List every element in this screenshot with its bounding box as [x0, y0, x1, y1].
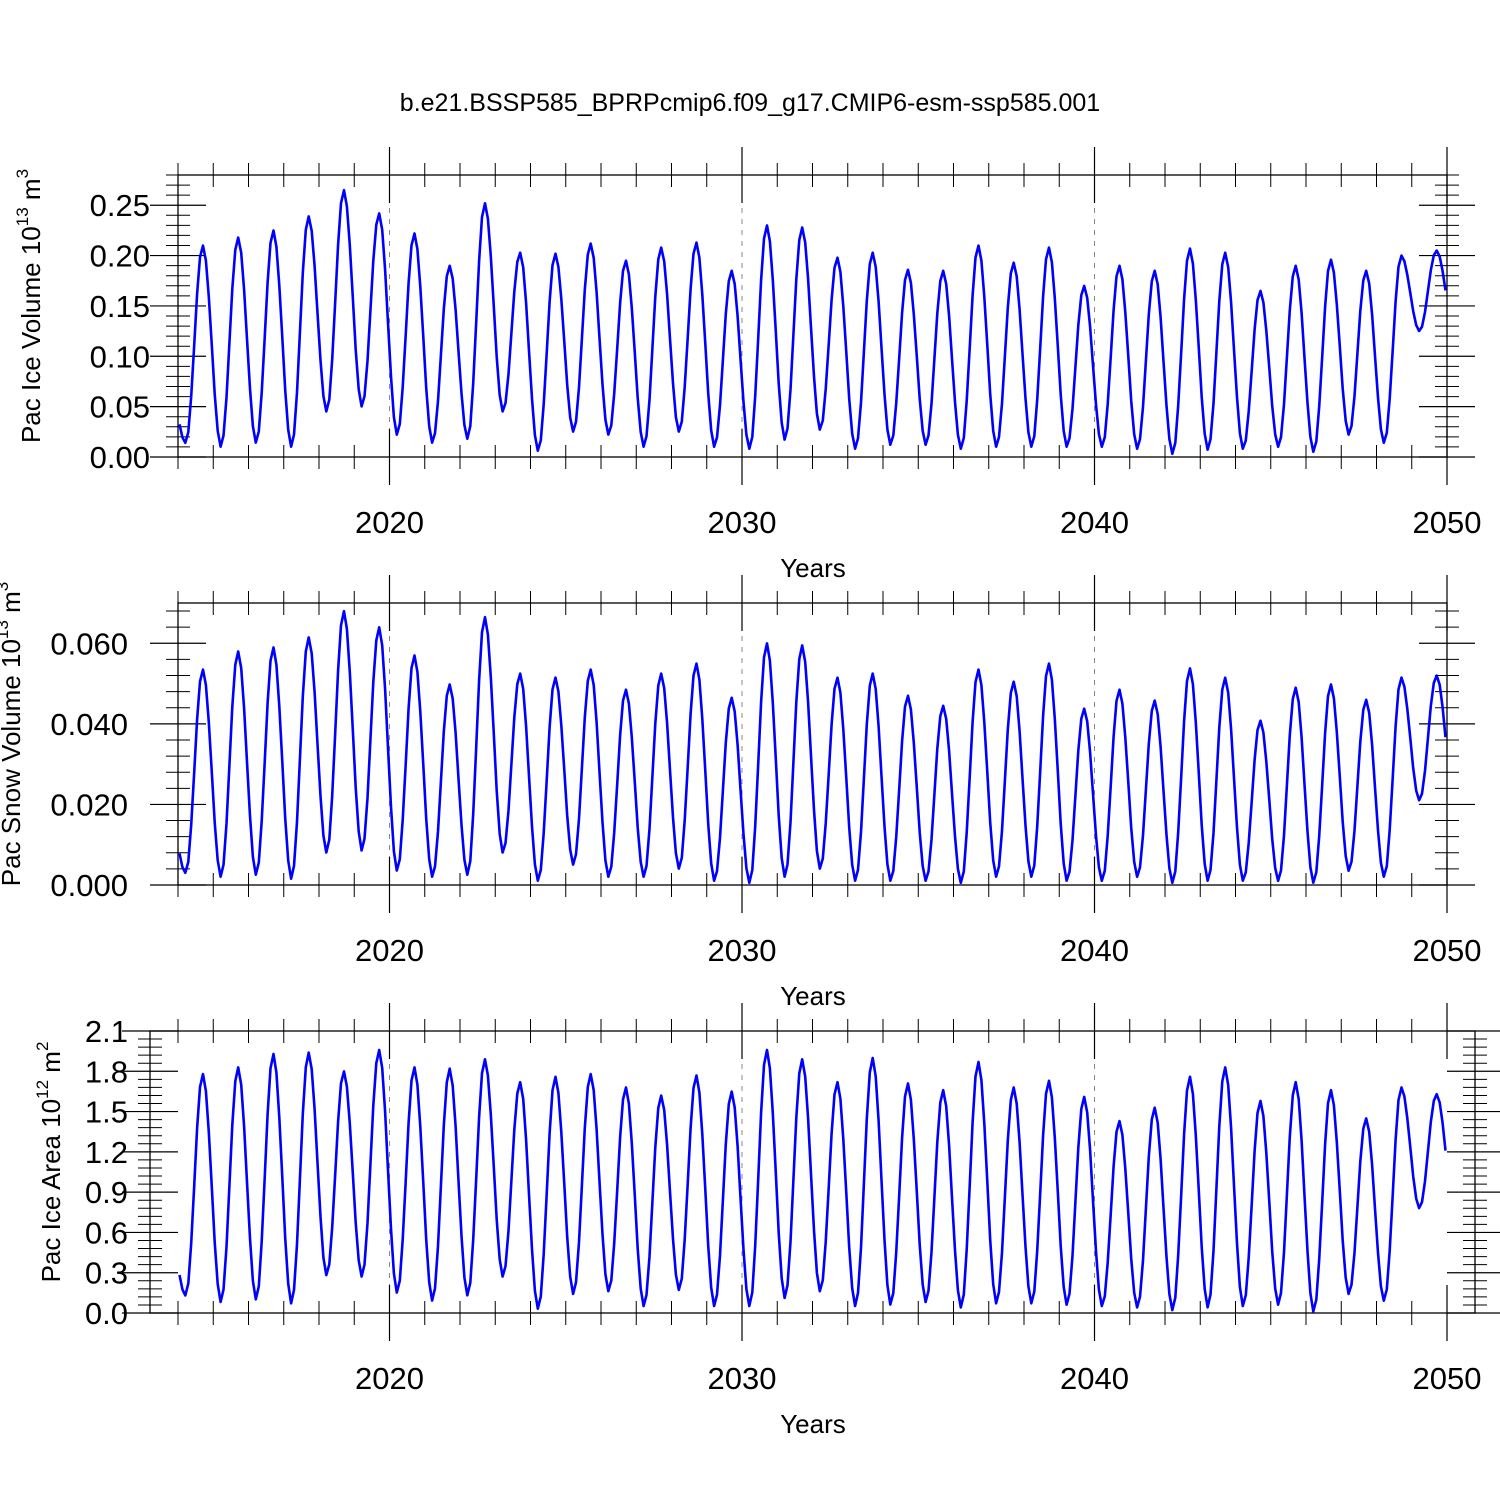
y-tick-label: 0.000	[50, 868, 128, 903]
panels: 2020 2030 2040 2050 Years 0.00 0.05 0.10 0.15 0.2…	[0, 147, 1500, 1439]
y-tick-label: 0.6	[85, 1215, 128, 1250]
x-tick-label: 2050	[1413, 933, 1482, 968]
x-tick-label: 2030	[708, 1361, 777, 1396]
y-tick-label: 0.040	[50, 707, 128, 742]
y-tick-label: 0.0	[85, 1296, 128, 1331]
x-axis-label: Years	[780, 981, 846, 1011]
series-line	[178, 1048, 1447, 1313]
y-label-unit-exponent: 12	[33, 1080, 52, 1099]
x-axis-label: Years	[780, 553, 846, 583]
y-label-unit-base: 10	[0, 639, 26, 668]
y-tick-label: 0.05	[90, 390, 150, 425]
y-tick-label: 1.5	[85, 1095, 128, 1130]
x-tick-label: 2030	[708, 505, 777, 540]
y-label-unit: m	[16, 178, 46, 207]
y-label-unit-power: 2	[33, 1042, 52, 1051]
y-axis-label: Pac Ice Volume 1013 m3	[13, 169, 46, 443]
y-label-text: Pac Ice Volume	[16, 255, 46, 443]
series-line	[178, 609, 1447, 885]
y-label-unit-power: 3	[0, 582, 12, 591]
x-tick-label: 2020	[355, 933, 424, 968]
chart-title: b.e21.BSSP585_BPRPcmip6.f09_g17.CMIP6-es…	[400, 89, 1100, 117]
y-tick-label: 0.25	[90, 188, 150, 223]
x-tick-label: 2030	[708, 933, 777, 968]
series-line	[178, 188, 1447, 456]
x-tick-label: 2050	[1413, 505, 1482, 540]
y-tick-label: 0.20	[90, 239, 150, 274]
y-tick-label: 0.9	[85, 1175, 128, 1210]
x-tick-label: 2040	[1060, 933, 1129, 968]
y-tick-label: 1.2	[85, 1135, 128, 1170]
y-tick-label: 0.10	[90, 339, 150, 374]
y-label-unit: m	[36, 1051, 66, 1080]
x-tick-label: 2050	[1413, 1361, 1482, 1396]
y-label-text: Pac Ice Area	[36, 1128, 66, 1283]
y-tick-label: 0.00	[90, 440, 150, 475]
y-label-text: Pac Snow Volume	[0, 668, 26, 886]
y-axis-label: Pac Ice Area 1012 m2	[33, 1042, 66, 1283]
y-tick-label: 0.060	[50, 626, 128, 661]
x-tick-label: 2040	[1060, 1361, 1129, 1396]
y-axis-label: Pac Snow Volume 1013 m3	[0, 582, 26, 886]
x-tick-label: 2020	[355, 505, 424, 540]
y-label-unit-base: 10	[36, 1099, 66, 1128]
y-label-unit-base: 10	[16, 226, 46, 255]
y-tick-label: 1.8	[85, 1054, 128, 1089]
y-tick-label: 0.020	[50, 787, 128, 822]
y-label-unit-exponent: 13	[13, 207, 32, 226]
y-label-unit-exponent: 13	[0, 620, 12, 639]
x-tick-label: 2020	[355, 1361, 424, 1396]
y-label-unit: m	[0, 591, 26, 620]
y-label-unit-power: 3	[13, 169, 32, 178]
x-tick-label: 2040	[1060, 505, 1129, 540]
y-tick-label: 2.1	[85, 1014, 128, 1049]
plot-frame	[149, 1030, 1476, 1314]
y-tick-label: 0.3	[85, 1256, 128, 1291]
y-tick-label: 0.15	[90, 289, 150, 324]
panel-2: 2020 2030 2040 2050 Years 0.000 0.020 0.040 0.06…	[0, 575, 1481, 1011]
panel-3: 2020 2030 2040 2050 Years 0.0 0.3 0.6 0.9 1.2 1.5 1…	[33, 1003, 1500, 1439]
panel-1: 2020 2030 2040 2050 Years 0.00 0.05 0.10 0.15 0.2…	[13, 147, 1481, 583]
x-axis-label: Years	[780, 1409, 846, 1439]
